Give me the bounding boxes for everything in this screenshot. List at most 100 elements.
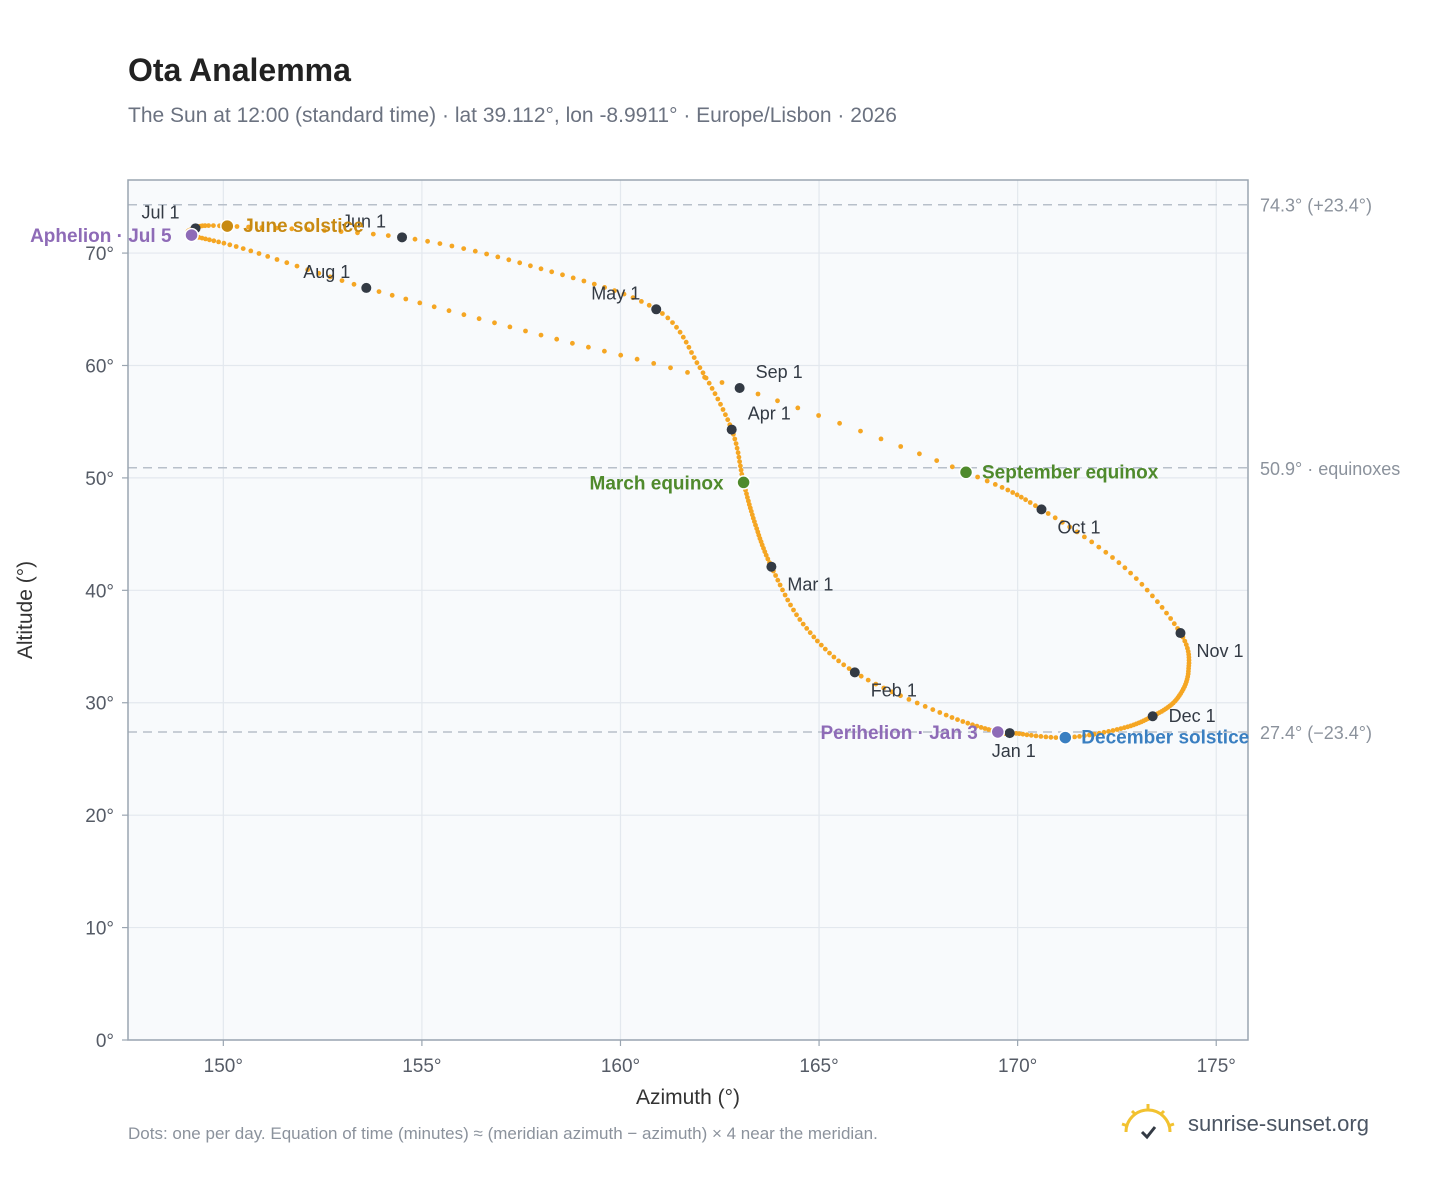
daily-dot: [294, 263, 300, 269]
daily-dot: [591, 281, 597, 287]
month-marker: [397, 232, 408, 243]
reference-line-label: 27.4° (−23.4°): [1260, 723, 1372, 743]
event-label: September equinox: [982, 462, 1159, 483]
daily-dot: [602, 285, 607, 290]
month-marker: [849, 667, 860, 678]
daily-dot: [570, 275, 576, 281]
daily-dot: [873, 681, 879, 687]
daily-dot: [570, 340, 575, 346]
daily-dot: [700, 370, 706, 376]
daily-dot: [1168, 616, 1173, 621]
daily-dot: [836, 658, 841, 664]
daily-dot: [246, 224, 252, 230]
daily-dot: [775, 577, 781, 583]
daily-dot: [284, 260, 290, 266]
daily-dot: [1072, 734, 1077, 740]
daily-dot: [777, 582, 783, 588]
x-tick-label: 175°: [1197, 1056, 1236, 1077]
daily-dot: [841, 662, 847, 668]
daily-dot: [472, 248, 478, 254]
daily-dot: [745, 495, 750, 500]
month-marker: [1036, 504, 1047, 515]
daily-dot: [831, 654, 837, 660]
daily-dot: [765, 556, 771, 562]
daily-dot: [618, 352, 624, 358]
daily-dot: [492, 320, 497, 326]
y-tick-label: 70°: [85, 244, 114, 265]
daily-dot: [660, 311, 665, 316]
event-label: June solstice: [243, 216, 363, 237]
daily-dot: [807, 630, 813, 636]
daily-dot: [476, 316, 482, 322]
brand-logo[interactable]: sunrise-sunset.org: [1120, 1102, 1390, 1146]
daily-dot: [1067, 524, 1073, 530]
daily-dot: [683, 339, 689, 345]
daily-dot: [709, 386, 715, 391]
chart-subtitle: The Sun at 12:00 (standard time) · lat 3…: [128, 104, 897, 127]
daily-dot: [1110, 728, 1116, 733]
daily-dot: [461, 312, 467, 318]
daily-dot: [815, 638, 820, 644]
daily-dot: [974, 723, 980, 729]
event-marker: [736, 475, 751, 490]
plot-area: [128, 180, 1248, 1040]
daily-dot: [827, 650, 832, 656]
daily-dot: [1087, 732, 1092, 738]
daily-dot: [755, 391, 761, 397]
daily-dot: [930, 707, 936, 712]
daily-dot: [914, 700, 920, 706]
daily-dot: [816, 413, 821, 418]
y-tick-label: 10°: [85, 919, 114, 940]
daily-dot: [975, 474, 980, 480]
month-label: Apr 1: [748, 404, 791, 424]
y-tick-label: 0°: [96, 1031, 114, 1052]
daily-dot: [955, 717, 960, 722]
daily-dot: [982, 726, 988, 731]
month-marker: [726, 424, 737, 435]
daily-dot: [234, 224, 240, 229]
daily-dot: [889, 689, 895, 695]
daily-dot: [1053, 735, 1059, 740]
daily-dot: [686, 344, 692, 350]
month-markers: Jan 1 Feb 1 Mar 1 Apr 1 May 1 Jun 1 Jul 1 Aug 1…: [141, 202, 1243, 761]
daily-dot: [712, 391, 718, 397]
daily-dot: [822, 646, 828, 652]
reference-line-label: 74.3° (+23.4°): [1260, 196, 1372, 216]
daily-dot: [1033, 503, 1038, 509]
daily-dot: [680, 334, 686, 340]
daily-dot: [495, 254, 501, 260]
daily-dot: [837, 420, 842, 426]
daily-dot: [800, 621, 806, 627]
daily-dot: [206, 223, 212, 229]
month-label: May 1: [591, 283, 640, 303]
month-label: Feb 1: [871, 680, 917, 700]
daily-dot: [506, 257, 512, 263]
daily-dot: [216, 239, 222, 245]
daily-dot: [651, 361, 657, 366]
daily-dot: [846, 666, 852, 671]
daily-dot: [437, 241, 443, 247]
sun-logo-icon: [1121, 1104, 1175, 1140]
daily-dot: [305, 227, 311, 233]
daily-dot: [691, 355, 697, 360]
daily-dot: [554, 336, 560, 342]
month-marker: [1147, 711, 1158, 722]
event-marker: [958, 465, 974, 480]
daily-dot: [999, 485, 1005, 490]
event-marker: [220, 218, 235, 234]
daily-dot: [1043, 734, 1049, 740]
daily-dot: [1013, 731, 1019, 736]
daily-dot: [1096, 730, 1102, 736]
daily-dot: [221, 240, 227, 246]
daily-dot: [586, 344, 591, 350]
daily-dot: [949, 464, 955, 470]
daily-dot: [697, 365, 703, 371]
daily-dot: [634, 356, 640, 362]
daily-dot: [355, 230, 360, 236]
daily-dot: [1023, 497, 1028, 503]
daily-dot: [736, 454, 742, 460]
daily-dot: [735, 450, 741, 456]
daily-dot: [734, 445, 740, 451]
daily-dot: [723, 412, 728, 418]
brand-name: sunrise-sunset.org: [1188, 1111, 1369, 1136]
